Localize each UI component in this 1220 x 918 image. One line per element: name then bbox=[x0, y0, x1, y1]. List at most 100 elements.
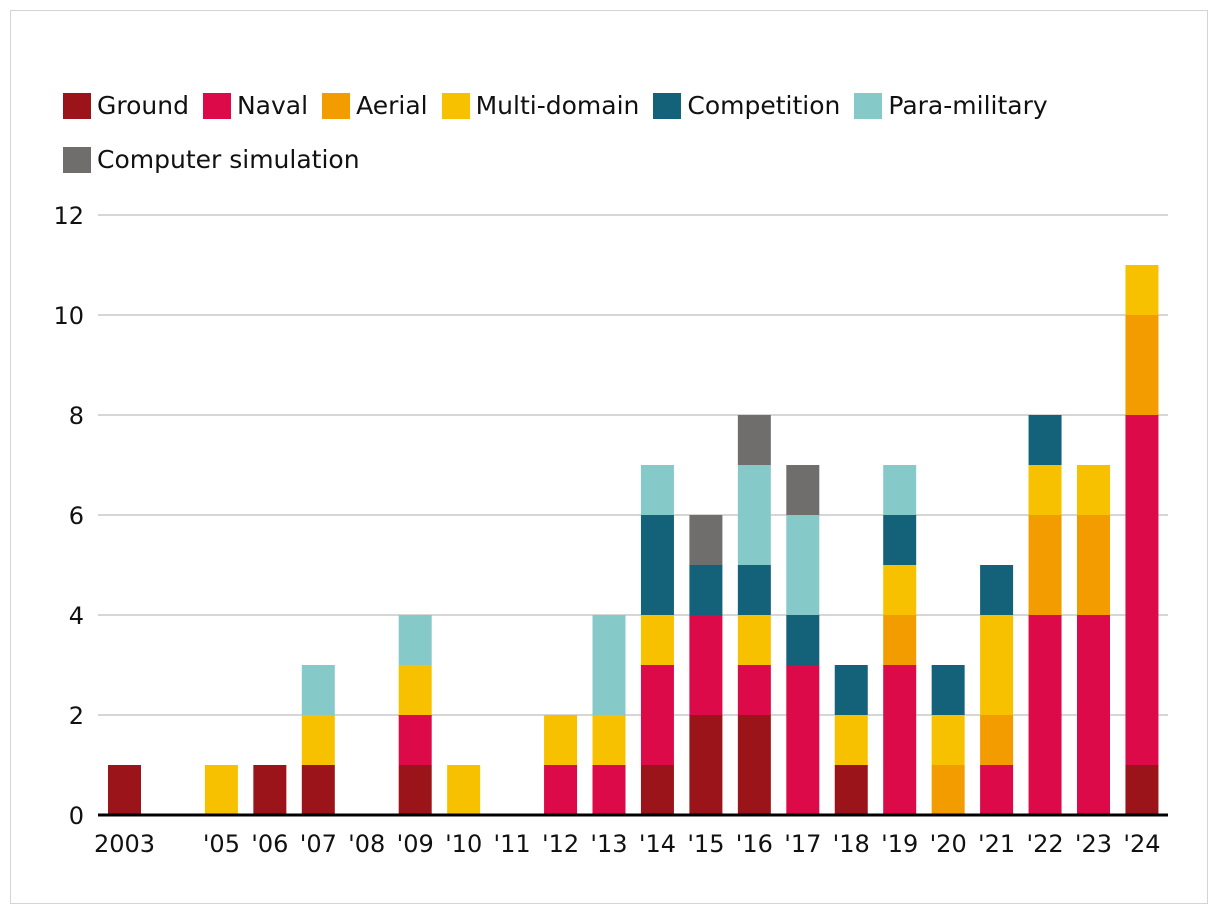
y-tick-label: 6 bbox=[69, 502, 84, 530]
bar-multi-domain-21 bbox=[980, 615, 1014, 715]
bar-competition-19 bbox=[883, 515, 917, 565]
x-tick-label: '12 bbox=[542, 830, 579, 858]
bar-ground-14 bbox=[640, 765, 674, 815]
legend-label: Competition bbox=[687, 91, 841, 120]
bar-multi-domain-20 bbox=[931, 715, 965, 765]
x-tick-label: '11 bbox=[494, 830, 531, 858]
y-tick-label: 12 bbox=[53, 202, 84, 230]
bar-naval-21 bbox=[980, 765, 1014, 815]
bar-para-military-14 bbox=[640, 465, 674, 515]
legend-swatch bbox=[653, 93, 682, 119]
bar-naval-19 bbox=[883, 665, 917, 815]
bar-ground-15 bbox=[689, 715, 723, 815]
bar-competition-15 bbox=[689, 565, 723, 615]
bar-multi-domain-22 bbox=[1028, 465, 1062, 515]
legend-item-ground: Ground bbox=[63, 93, 189, 119]
x-tick-label: '24 bbox=[1123, 830, 1160, 858]
legend-item-aerial: Aerial bbox=[322, 93, 428, 119]
y-tick-label: 10 bbox=[53, 302, 84, 330]
bar-para-military-19 bbox=[883, 465, 917, 515]
bar-ground-07 bbox=[301, 765, 335, 815]
bars bbox=[108, 265, 1159, 815]
legend-item-para-military: Para-military bbox=[854, 91, 1048, 120]
bar-competition-16 bbox=[737, 565, 771, 615]
x-tick-label: '21 bbox=[978, 830, 1015, 858]
x-tick-label: '18 bbox=[833, 830, 870, 858]
bar-multi-domain-12 bbox=[544, 715, 578, 765]
x-tick-label: '20 bbox=[930, 830, 967, 858]
bar-aerial-19 bbox=[883, 615, 917, 665]
bar-computer-simulation-15 bbox=[689, 515, 723, 565]
bar-multi-domain-09 bbox=[398, 665, 432, 715]
bar-ground-2003 bbox=[108, 765, 141, 815]
bar-naval-13 bbox=[592, 765, 626, 815]
bar-ground-06 bbox=[253, 765, 287, 815]
bar-para-military-13 bbox=[592, 615, 626, 715]
bar-naval-23 bbox=[1077, 615, 1110, 815]
bar-competition-21 bbox=[980, 565, 1014, 615]
legend-item-computer-simulation: Computer simulation bbox=[63, 147, 360, 173]
bar-naval-16 bbox=[737, 665, 771, 715]
bar-multi-domain-05 bbox=[204, 765, 238, 815]
x-tick-label: '06 bbox=[251, 830, 288, 858]
bar-computer-simulation-17 bbox=[786, 465, 820, 515]
bar-naval-24 bbox=[1125, 415, 1159, 765]
chart-legend: Ground Naval Aerial Multi-domain Competition… bbox=[63, 93, 1183, 173]
bar-multi-domain-14 bbox=[640, 615, 674, 665]
bar-para-military-07 bbox=[301, 665, 335, 715]
legend-swatch bbox=[202, 93, 231, 119]
bar-aerial-21 bbox=[980, 715, 1014, 765]
legend-swatch bbox=[854, 93, 883, 119]
bar-competition-20 bbox=[931, 665, 965, 715]
x-tick-label: '09 bbox=[397, 830, 434, 858]
bar-naval-09 bbox=[398, 715, 432, 765]
x-tick-label: '19 bbox=[881, 830, 918, 858]
bar-multi-domain-18 bbox=[834, 715, 868, 765]
legend-swatch bbox=[322, 93, 351, 119]
bar-aerial-24 bbox=[1125, 315, 1159, 415]
bar-ground-09 bbox=[398, 765, 432, 815]
bar-naval-14 bbox=[640, 665, 674, 765]
legend-swatch bbox=[63, 147, 91, 173]
bar-competition-22 bbox=[1028, 415, 1062, 465]
y-tick-label: 2 bbox=[69, 702, 84, 730]
bar-multi-domain-19 bbox=[883, 565, 917, 615]
bar-multi-domain-10 bbox=[447, 765, 481, 815]
y-tick-label: 8 bbox=[69, 402, 84, 430]
bar-naval-17 bbox=[786, 665, 820, 815]
legend-label: Para-military bbox=[888, 91, 1048, 120]
bar-aerial-22 bbox=[1028, 515, 1062, 615]
bar-ground-24 bbox=[1125, 765, 1159, 815]
x-tick-label: '22 bbox=[1026, 830, 1063, 858]
y-tick-label: 0 bbox=[69, 802, 84, 830]
bar-ground-16 bbox=[737, 715, 771, 815]
legend-label: Naval bbox=[236, 91, 309, 120]
legend-swatch bbox=[63, 93, 91, 119]
x-tick-label: '05 bbox=[203, 830, 240, 858]
legend-item-naval: Naval bbox=[202, 91, 309, 120]
x-tick-label: '17 bbox=[784, 830, 821, 858]
bar-aerial-23 bbox=[1077, 515, 1110, 615]
x-tick-label: '07 bbox=[300, 830, 337, 858]
bar-competition-18 bbox=[834, 665, 868, 715]
bar-competition-17 bbox=[786, 615, 820, 665]
bar-naval-15 bbox=[689, 615, 723, 715]
bar-naval-22 bbox=[1028, 615, 1062, 815]
bar-multi-domain-13 bbox=[592, 715, 626, 765]
bar-multi-domain-23 bbox=[1077, 465, 1110, 515]
bar-para-military-16 bbox=[737, 465, 771, 565]
x-tick-label: '13 bbox=[590, 830, 627, 858]
x-tick-label: '08 bbox=[348, 830, 385, 858]
y-tick-label: 4 bbox=[69, 602, 84, 630]
bar-computer-simulation-16 bbox=[737, 415, 771, 465]
bar-multi-domain-07 bbox=[301, 715, 335, 765]
x-tick-label: '14 bbox=[639, 830, 676, 858]
x-tick-label: 2003 bbox=[94, 830, 155, 858]
legend-item-competition: Competition bbox=[653, 93, 840, 119]
bar-multi-domain-24 bbox=[1125, 265, 1159, 315]
bar-ground-18 bbox=[834, 765, 868, 815]
legend-label: Multi-domain bbox=[475, 91, 640, 120]
bar-competition-14 bbox=[640, 515, 674, 615]
axes: 0 2 4 6 8 10 12 2003 '05 '06 '07 '08 '09 '10 '11 '12 '13… bbox=[53, 202, 1168, 858]
